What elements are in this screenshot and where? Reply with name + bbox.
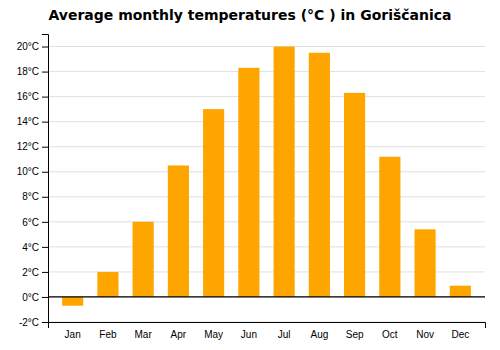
y-tick-label: 4°C xyxy=(22,242,39,253)
bars xyxy=(48,47,485,306)
y-tick-label: 0°C xyxy=(22,292,39,303)
x-tick-label: Jan xyxy=(65,329,81,340)
x-tick: Aug xyxy=(310,329,328,340)
y-tick: 4°C xyxy=(22,242,48,253)
bar xyxy=(168,165,189,296)
grid-line xyxy=(48,146,485,147)
bar xyxy=(415,229,436,297)
y-tick-label: 16°C xyxy=(17,91,39,102)
y-tick-label: 12°C xyxy=(17,141,39,152)
bar xyxy=(62,297,83,306)
x-tick: Nov xyxy=(416,329,434,340)
y-tick-mark xyxy=(42,147,48,148)
grid-line xyxy=(48,96,485,97)
bar xyxy=(344,93,365,297)
y-tick-label: 20°C xyxy=(17,41,39,52)
y-tick: 8°C xyxy=(22,191,48,202)
bar xyxy=(450,286,471,297)
x-tick: Sep xyxy=(346,329,364,340)
x-tick-label: Dec xyxy=(451,329,469,340)
y-tick-mark xyxy=(42,322,48,323)
x-tick: Jul xyxy=(278,329,291,340)
y-tick-mark xyxy=(42,222,48,223)
y-tick-mark xyxy=(42,97,48,98)
y-tick-mark xyxy=(42,272,48,273)
y-tick-mark xyxy=(42,72,48,73)
y-tick: 6°C xyxy=(22,217,48,228)
y-tick-label: 6°C xyxy=(22,217,39,228)
bar xyxy=(238,68,259,297)
bar xyxy=(133,222,154,297)
grid-line xyxy=(48,171,485,172)
y-tick-label: -2°C xyxy=(19,317,39,328)
x-tick: Jun xyxy=(241,329,257,340)
y-tick: 20°C xyxy=(17,41,48,52)
y-tick: 2°C xyxy=(22,267,48,278)
bar xyxy=(379,157,400,297)
y-tick: 14°C xyxy=(17,116,48,127)
x-tick-label: May xyxy=(204,329,223,340)
grid-line xyxy=(48,296,485,297)
y-tick-label: 14°C xyxy=(17,116,39,127)
y-tick-mark xyxy=(42,172,48,173)
y-tick-mark xyxy=(42,297,48,298)
y-tick-label: 8°C xyxy=(22,191,39,202)
x-tick: Jan xyxy=(65,329,81,340)
bar xyxy=(274,47,295,297)
y-tick-label: 10°C xyxy=(17,166,39,177)
grid-line xyxy=(48,196,485,197)
zero-line xyxy=(48,296,485,297)
x-tick-label: Jun xyxy=(241,329,257,340)
x-axis-line xyxy=(49,323,486,329)
plot: -2°C 0°C 2°C 4°C 6°C 8°C 10°C 12°C 14°C 16°C 18°C 2… xyxy=(17,35,486,341)
x-tick-label: Aug xyxy=(310,329,328,340)
y-tick: 16°C xyxy=(17,91,48,102)
y-tick-mark xyxy=(42,47,48,48)
y-tick: 0°C xyxy=(22,292,48,303)
chart: Average monthly temperatures (°C ) in Go… xyxy=(0,0,500,350)
x-tick-label: Nov xyxy=(416,329,434,340)
grid-line xyxy=(48,221,485,222)
y-tick: -2°C xyxy=(19,317,48,328)
y-tick-mark xyxy=(42,122,48,123)
x-tick: Mar xyxy=(135,329,153,340)
x-axis: Jan Feb Mar Apr May Jun Jul Aug Sep Oct Nov Dec xyxy=(49,323,486,341)
x-tick-label: Jul xyxy=(278,329,291,340)
x-tick-label: Mar xyxy=(135,329,153,340)
y-tick-label: 18°C xyxy=(17,66,39,77)
y-axis-line xyxy=(42,35,49,323)
x-tick-label: Feb xyxy=(99,329,117,340)
x-tick-label: Sep xyxy=(346,329,364,340)
y-tick: 10°C xyxy=(17,166,48,177)
grid-line xyxy=(48,71,485,72)
x-tick-label: Oct xyxy=(382,329,398,340)
bar xyxy=(97,272,118,297)
title: Average monthly temperatures (°C ) in Go… xyxy=(48,7,451,23)
y-tick: 12°C xyxy=(17,141,48,152)
x-tick: Oct xyxy=(382,329,398,340)
y-tick: 18°C xyxy=(17,66,48,77)
x-tick-label: Apr xyxy=(171,329,187,340)
bar xyxy=(203,109,224,297)
y-tick-label: 2°C xyxy=(22,267,39,278)
grid-line xyxy=(48,46,485,47)
x-tick: Apr xyxy=(171,329,187,340)
y-tick-mark xyxy=(42,247,48,248)
y-tick-mark xyxy=(42,197,48,198)
grid-line xyxy=(48,121,485,122)
grid xyxy=(48,47,485,322)
x-tick: Dec xyxy=(451,329,469,340)
bar xyxy=(309,53,330,297)
x-tick: Feb xyxy=(99,329,117,340)
x-tick: May xyxy=(204,329,223,340)
y-axis: -2°C 0°C 2°C 4°C 6°C 8°C 10°C 12°C 14°C 16°C 18°C 2… xyxy=(17,35,49,328)
